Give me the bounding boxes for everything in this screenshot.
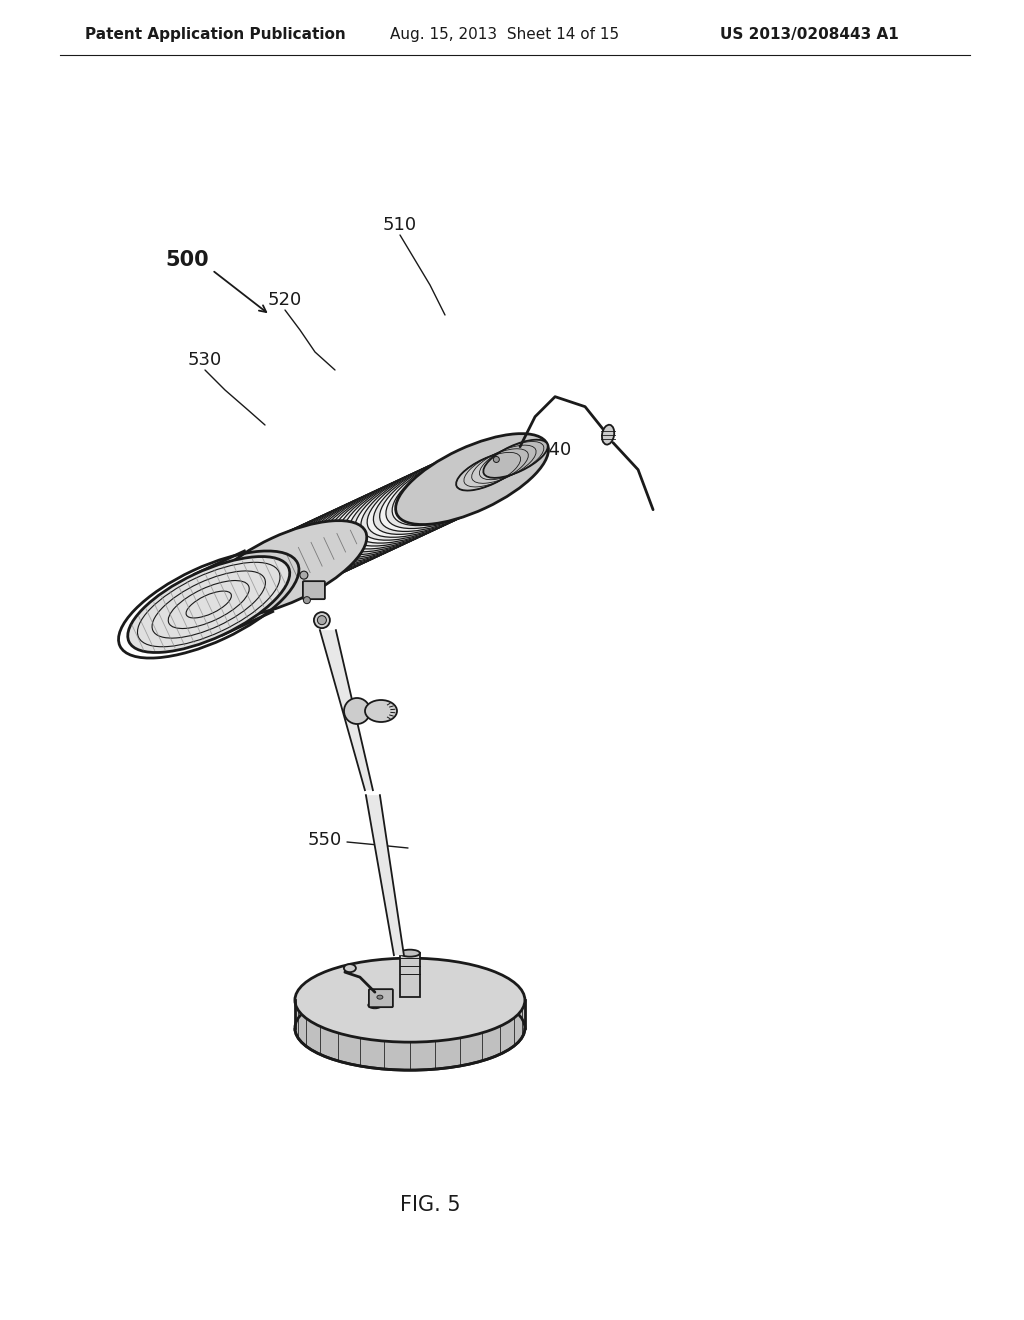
Ellipse shape: [261, 499, 409, 587]
Polygon shape: [366, 795, 403, 956]
Ellipse shape: [292, 484, 439, 573]
FancyBboxPatch shape: [369, 989, 393, 1007]
Ellipse shape: [374, 447, 520, 535]
Ellipse shape: [300, 572, 308, 579]
Ellipse shape: [330, 467, 477, 554]
Polygon shape: [400, 953, 420, 997]
Ellipse shape: [368, 450, 514, 537]
Ellipse shape: [229, 515, 377, 602]
Ellipse shape: [298, 482, 445, 569]
Text: Patent Application Publication: Patent Application Publication: [85, 28, 346, 42]
Ellipse shape: [348, 459, 496, 546]
Ellipse shape: [368, 1002, 382, 1008]
Ellipse shape: [483, 440, 548, 478]
Ellipse shape: [217, 520, 365, 607]
Text: Aug. 15, 2013  Sheet 14 of 15: Aug. 15, 2013 Sheet 14 of 15: [390, 28, 620, 42]
Ellipse shape: [377, 995, 383, 999]
Ellipse shape: [400, 949, 420, 957]
Ellipse shape: [205, 520, 367, 616]
Ellipse shape: [344, 698, 370, 723]
Ellipse shape: [456, 453, 520, 491]
Ellipse shape: [236, 511, 383, 598]
Ellipse shape: [311, 477, 458, 564]
Ellipse shape: [317, 474, 465, 561]
Ellipse shape: [344, 964, 356, 972]
Ellipse shape: [602, 425, 614, 445]
Polygon shape: [482, 446, 521, 483]
FancyBboxPatch shape: [303, 581, 325, 599]
Ellipse shape: [249, 506, 395, 593]
Ellipse shape: [371, 1003, 379, 1007]
Ellipse shape: [267, 496, 415, 583]
Text: FIG. 5: FIG. 5: [399, 1195, 461, 1214]
Ellipse shape: [286, 488, 433, 576]
Ellipse shape: [373, 993, 387, 1001]
Ellipse shape: [324, 470, 471, 557]
Ellipse shape: [255, 503, 401, 590]
Ellipse shape: [386, 441, 534, 528]
Ellipse shape: [303, 597, 310, 603]
Ellipse shape: [336, 465, 483, 552]
Ellipse shape: [317, 615, 327, 624]
Text: US 2013/0208443 A1: US 2013/0208443 A1: [720, 28, 899, 42]
Ellipse shape: [305, 479, 452, 566]
Text: 500: 500: [165, 249, 209, 271]
Ellipse shape: [392, 438, 540, 525]
Ellipse shape: [223, 517, 371, 605]
Ellipse shape: [342, 462, 489, 549]
Ellipse shape: [380, 445, 527, 532]
Ellipse shape: [365, 700, 397, 722]
Ellipse shape: [128, 557, 290, 652]
Ellipse shape: [295, 958, 525, 1043]
Ellipse shape: [360, 453, 508, 540]
Text: 530: 530: [187, 351, 222, 370]
Text: 540: 540: [538, 441, 572, 459]
Ellipse shape: [295, 986, 525, 1071]
Text: 510: 510: [383, 216, 417, 234]
Ellipse shape: [494, 457, 500, 462]
Ellipse shape: [398, 436, 546, 523]
Ellipse shape: [280, 491, 427, 578]
Polygon shape: [295, 1001, 525, 1028]
Ellipse shape: [273, 494, 421, 581]
Text: 550: 550: [308, 832, 342, 849]
Polygon shape: [319, 630, 373, 791]
Ellipse shape: [242, 508, 389, 595]
Ellipse shape: [395, 434, 549, 524]
Text: 520: 520: [268, 290, 302, 309]
Ellipse shape: [354, 455, 502, 543]
Ellipse shape: [314, 612, 330, 628]
Polygon shape: [195, 550, 272, 635]
